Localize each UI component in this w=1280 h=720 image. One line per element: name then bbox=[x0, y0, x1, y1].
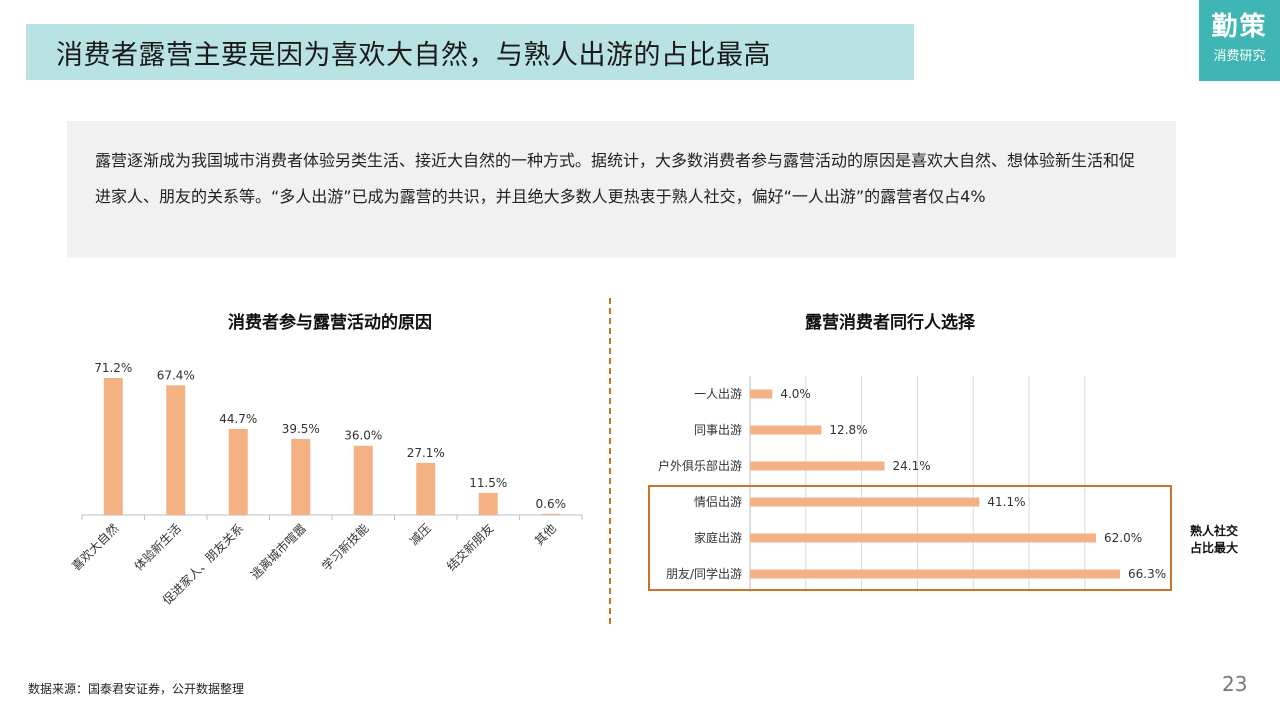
brand-main-text: 勤策 bbox=[1211, 12, 1268, 42]
left-bar-label-1: 67.4% bbox=[157, 368, 195, 382]
right-chart-title: 露营消费者同行人选择 bbox=[805, 313, 975, 333]
annotation-line-1: 熟人社交 bbox=[1190, 524, 1239, 538]
left-chart-title: 消费者参与露营活动的原因 bbox=[228, 313, 432, 333]
left-bar-1 bbox=[166, 385, 186, 515]
brand-sub-text: 消费研究 bbox=[1213, 49, 1266, 64]
right-bar-label-0: 4.0% bbox=[780, 387, 811, 401]
right-bar-1 bbox=[750, 425, 822, 435]
page-title-text: 消费者露营主要是因为喜欢大自然，与熟人出游的占比最高 bbox=[56, 39, 771, 71]
right-bar-label-5: 66.3% bbox=[1128, 567, 1166, 581]
right-category-label-1: 同事出游 bbox=[694, 423, 742, 437]
left-bar-2 bbox=[228, 428, 248, 515]
left-bar-6 bbox=[478, 492, 498, 515]
left-bar-7 bbox=[541, 513, 561, 515]
left-bar-label-3: 39.5% bbox=[282, 422, 320, 436]
right-bar-label-4: 62.0% bbox=[1104, 531, 1142, 545]
brand-logo: 勤策 消费研究 bbox=[1199, 0, 1280, 81]
left-bar-label-0: 71.2% bbox=[94, 361, 132, 375]
highlight-box bbox=[648, 485, 1172, 591]
left-bar-label-6: 11.5% bbox=[469, 476, 507, 490]
left-bar-label-2: 44.7% bbox=[219, 412, 257, 426]
left-bar-label-5: 27.1% bbox=[407, 446, 445, 460]
left-bar-4 bbox=[353, 445, 373, 515]
page-title: 消费者露营主要是因为喜欢大自然，与熟人出游的占比最高 bbox=[26, 24, 914, 80]
right-category-label-0: 一人出游 bbox=[694, 387, 742, 401]
left-bar-label-4: 36.0% bbox=[344, 429, 382, 443]
right-bar-0 bbox=[750, 389, 773, 399]
right-category-label-4: 家庭出游 bbox=[694, 530, 742, 545]
left-category-label-6: 结交新朋友 bbox=[443, 521, 496, 574]
intro-text: 露营逐渐成为我国城市消费者体验另类生活、接近大自然的一种方式。据统计，大多数消费… bbox=[95, 151, 1136, 206]
chart-divider bbox=[609, 298, 611, 624]
left-bar-5 bbox=[416, 462, 436, 515]
left-bar-label-7: 0.6% bbox=[536, 497, 567, 511]
left-category-label-5: 减压 bbox=[407, 521, 434, 548]
left-category-label-1: 体验新生活 bbox=[131, 521, 184, 574]
intro-box: 露营逐渐成为我国城市消费者体验另类生活、接近大自然的一种方式。据统计，大多数消费… bbox=[67, 121, 1176, 258]
page-number: 23 bbox=[1222, 672, 1248, 696]
highlight-annotation: 熟人社交 占比最大 bbox=[1190, 523, 1270, 557]
right-bar-label-1: 12.8% bbox=[829, 423, 867, 437]
right-bar-label-3: 41.1% bbox=[987, 495, 1025, 509]
right-bar-2 bbox=[750, 461, 885, 471]
right-bar-label-2: 24.1% bbox=[892, 459, 930, 473]
right-category-label-5: 朋友/同学出游 bbox=[666, 566, 742, 581]
left-category-label-3: 逃离城市喧嚣 bbox=[247, 521, 309, 583]
right-category-label-2: 户外俱乐部出游 bbox=[658, 458, 742, 473]
left-category-label-0: 喜欢大自然 bbox=[68, 521, 121, 574]
source-note: 数据来源：国泰君安证券，公开数据整理 bbox=[28, 682, 245, 696]
left-bar-0 bbox=[103, 378, 123, 515]
left-category-label-7: 其他 bbox=[532, 521, 559, 548]
right-bar-3 bbox=[750, 497, 980, 507]
annotation-line-2: 占比最大 bbox=[1190, 541, 1239, 555]
right-bar-5 bbox=[750, 569, 1120, 579]
right-bar-4 bbox=[750, 533, 1097, 543]
left-bar-3 bbox=[291, 438, 311, 515]
left-category-label-4: 学习新技能 bbox=[318, 521, 371, 574]
right-category-label-3: 情侣出游 bbox=[694, 494, 742, 509]
